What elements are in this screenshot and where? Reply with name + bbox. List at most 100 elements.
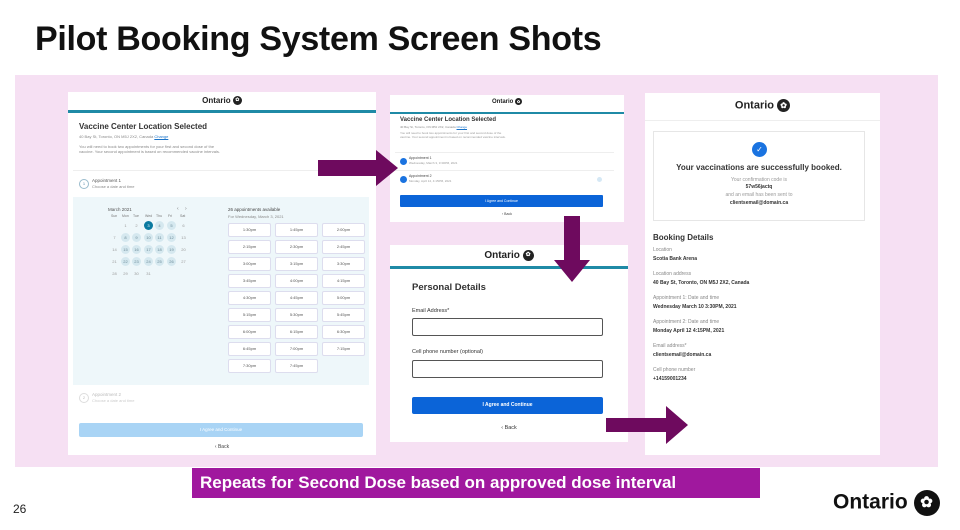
- time-slot-button[interactable]: 3:45pm: [228, 274, 271, 288]
- calendar-day[interactable]: 11: [155, 233, 164, 242]
- calendar-day[interactable]: 19: [167, 245, 176, 254]
- time-slot-button[interactable]: 4:45pm: [275, 291, 318, 305]
- next-month-button[interactable]: ›: [185, 206, 187, 212]
- calendar-day[interactable]: 31: [146, 271, 151, 276]
- calendar-day[interactable]: 21: [112, 259, 117, 264]
- phone-label: Cell phone number (optional): [412, 349, 483, 355]
- time-slot-button[interactable]: 4:30pm: [228, 291, 271, 305]
- time-slot-button[interactable]: 1:45pm: [275, 223, 318, 237]
- calendar-day[interactable]: 10: [144, 233, 153, 242]
- slide-title: Pilot Booking System Screen Shots: [35, 20, 602, 58]
- time-slot-button[interactable]: 5:30pm: [275, 308, 318, 322]
- divider: [395, 152, 614, 153]
- calendar-day[interactable]: 18: [155, 245, 164, 254]
- time-slot-button[interactable]: 7:15pm: [322, 342, 365, 356]
- detail-value: Scotia Bank Arena: [653, 256, 697, 262]
- weekday-label: Fri: [168, 214, 173, 218]
- time-slot-button[interactable]: 2:45pm: [322, 240, 365, 254]
- calendar-day[interactable]: 16: [132, 245, 141, 254]
- calendar-day[interactable]: 9: [132, 233, 141, 242]
- calendar-day[interactable]: 2: [135, 223, 138, 228]
- calendar-day[interactable]: 24: [144, 257, 153, 266]
- calendar-day[interactable]: 20: [181, 247, 186, 252]
- calendar-day[interactable]: 14: [112, 247, 117, 252]
- divider: [395, 170, 614, 171]
- calendar-day[interactable]: 27: [181, 259, 186, 264]
- calendar-day[interactable]: 1: [124, 223, 127, 228]
- calendar-day[interactable]: 30: [134, 271, 139, 276]
- detail-label: Email address*: [653, 343, 687, 349]
- arrow-right-icon: [318, 150, 398, 186]
- time-slot-button[interactable]: 3:00pm: [228, 257, 271, 271]
- appointment-2-check-icon: [400, 176, 407, 183]
- appointment-1-title: Appointment 1: [409, 156, 432, 160]
- slots-header: 26 appointments available: [228, 207, 281, 212]
- ontario-trillium-icon: ✿: [913, 490, 940, 516]
- location-title: Vaccine Center Location Selected: [79, 122, 208, 131]
- back-link[interactable]: ‹ Back: [501, 425, 517, 431]
- time-slot-button[interactable]: 6:30pm: [322, 325, 365, 339]
- time-slot-button[interactable]: 7:30pm: [228, 359, 271, 373]
- edit-appointment-icon[interactable]: [597, 177, 602, 182]
- teal-bar: [390, 266, 628, 269]
- time-slot-button[interactable]: 6:45pm: [228, 342, 271, 356]
- appointment-1-check-icon: [400, 158, 407, 165]
- divider: [645, 120, 880, 121]
- time-slot-button[interactable]: 5:15pm: [228, 308, 271, 322]
- weekday-label: Sun: [111, 214, 118, 218]
- brand-text: Ontario: [491, 99, 514, 106]
- appointment-1-title: Appointment 1: [92, 178, 122, 183]
- calendar-day[interactable]: 15: [121, 245, 130, 254]
- time-slot-button[interactable]: 2:30pm: [275, 240, 318, 254]
- prev-month-button[interactable]: ‹: [177, 206, 179, 212]
- email-input[interactable]: [412, 318, 603, 336]
- calendar-day[interactable]: 22: [121, 257, 130, 266]
- brand-text: Ontario: [484, 250, 520, 262]
- time-slot-button[interactable]: 3:15pm: [275, 257, 318, 271]
- time-slot-button[interactable]: 7:45pm: [275, 359, 318, 373]
- calendar-day[interactable]: 5: [167, 221, 176, 230]
- calendar-day[interactable]: 7: [113, 235, 116, 240]
- time-slot-button[interactable]: 1:30pm: [228, 223, 271, 237]
- appointment-2-subtitle: Choose a date and time: [92, 398, 135, 403]
- time-slot-button[interactable]: 2:15pm: [228, 240, 271, 254]
- brand-text: Ontario: [202, 96, 231, 105]
- ontario-header: Ontario ✿: [68, 96, 376, 106]
- ontario-header: Ontario ✿: [645, 99, 880, 112]
- time-slot-button[interactable]: 3:30pm: [322, 257, 365, 271]
- time-slot-button[interactable]: 5:00pm: [322, 291, 365, 305]
- detail-label: Appointment 2: Date and time: [653, 319, 720, 325]
- agree-continue-button[interactable]: I Agree and Continue: [400, 195, 603, 207]
- page-number: 26: [13, 502, 27, 516]
- agree-continue-button[interactable]: I Agree and Continue: [79, 423, 363, 437]
- calendar-day[interactable]: 28: [112, 271, 117, 276]
- time-slot-button[interactable]: 6:15pm: [275, 325, 318, 339]
- calendar-day[interactable]: 12: [167, 233, 176, 242]
- back-link[interactable]: ‹ Back: [214, 444, 230, 450]
- address: 40 Bay St, Toronto, ON M5J 2X2, Canada: [400, 125, 456, 129]
- calendar-day[interactable]: 3: [144, 221, 153, 230]
- calendar-day[interactable]: 6: [182, 223, 185, 228]
- calendar-day[interactable]: 13: [181, 235, 186, 240]
- email-prefix: and an email has been sent to: [725, 192, 793, 198]
- time-slot-button[interactable]: 5:45pm: [322, 308, 365, 322]
- time-slot-button[interactable]: 2:00pm: [322, 223, 365, 237]
- calendar-day[interactable]: 26: [167, 257, 176, 266]
- time-slot-button[interactable]: 6:00pm: [228, 325, 271, 339]
- calendar-day[interactable]: 25: [155, 257, 164, 266]
- change-link[interactable]: Change: [154, 134, 169, 139]
- change-link[interactable]: Change: [456, 125, 468, 129]
- calendar-day[interactable]: 17: [144, 245, 153, 254]
- time-slot-button[interactable]: 4:00pm: [275, 274, 318, 288]
- second-dose-banner: Repeats for Second Dose based on approve…: [192, 468, 760, 498]
- ontario-trillium-icon: ✿: [777, 99, 791, 112]
- calendar-day[interactable]: 23: [132, 257, 141, 266]
- calendar-day[interactable]: 8: [121, 233, 130, 242]
- time-slot-button[interactable]: 7:00pm: [275, 342, 318, 356]
- phone-input[interactable]: [412, 360, 603, 378]
- back-link[interactable]: ‹ Back: [502, 212, 512, 216]
- agree-continue-button[interactable]: I Agree and Continue: [412, 397, 603, 414]
- time-slot-button[interactable]: 4:15pm: [322, 274, 365, 288]
- calendar-day[interactable]: 4: [155, 221, 164, 230]
- calendar-day[interactable]: 29: [123, 271, 128, 276]
